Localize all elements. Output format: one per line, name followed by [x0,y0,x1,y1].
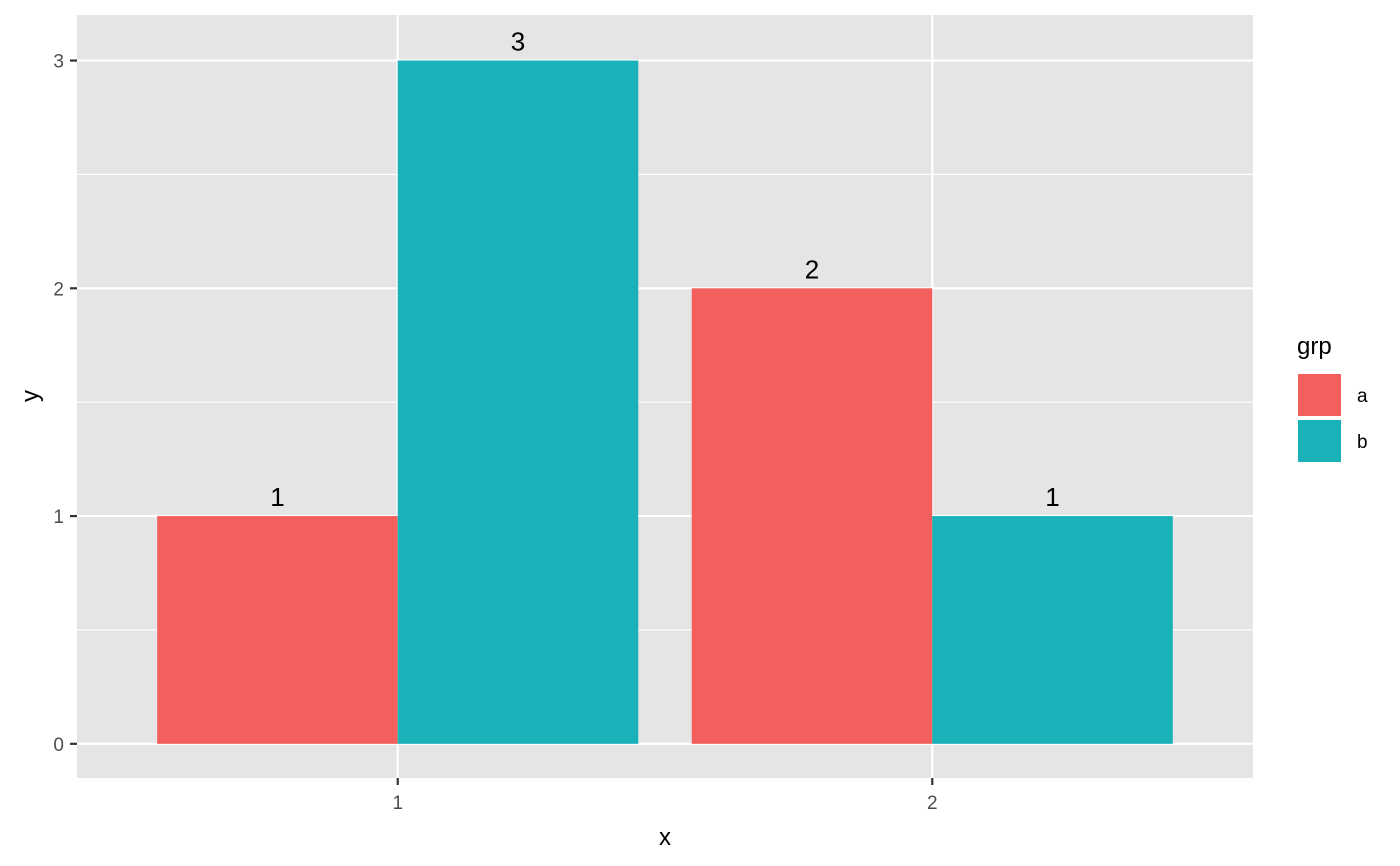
data-label: 1 [270,482,284,512]
legend-title: grp [1297,333,1332,360]
legend-label-b: b [1357,432,1368,453]
legend-key-b [1298,420,1341,462]
y-tick-label: 1 [53,507,64,528]
legend: grp ab [1297,333,1368,462]
data-label: 2 [805,254,819,284]
y-tick-label: 0 [53,735,64,756]
bar-b-2 [932,516,1173,744]
x-tick-label: 1 [392,793,403,814]
legend-key-a [1298,374,1341,416]
legend-label-a: a [1357,386,1368,407]
y-axis-title: y [17,390,44,402]
bar-a-2 [691,288,933,744]
legend-items: ab [1298,374,1368,462]
data-labels: 1 2 3 1 [270,27,1060,513]
x-tick-label: 2 [927,793,938,814]
data-label: 1 [1045,482,1059,512]
data-label: 3 [511,27,525,57]
bar-b-1 [397,60,639,744]
bar-a-1 [157,516,398,744]
y-tick-label: 2 [53,279,64,300]
y-tick-label: 3 [53,52,64,73]
bars [157,60,1173,744]
x-axis-title: x [659,824,671,851]
axes: 0 1 2 3 1 2 [53,52,937,814]
